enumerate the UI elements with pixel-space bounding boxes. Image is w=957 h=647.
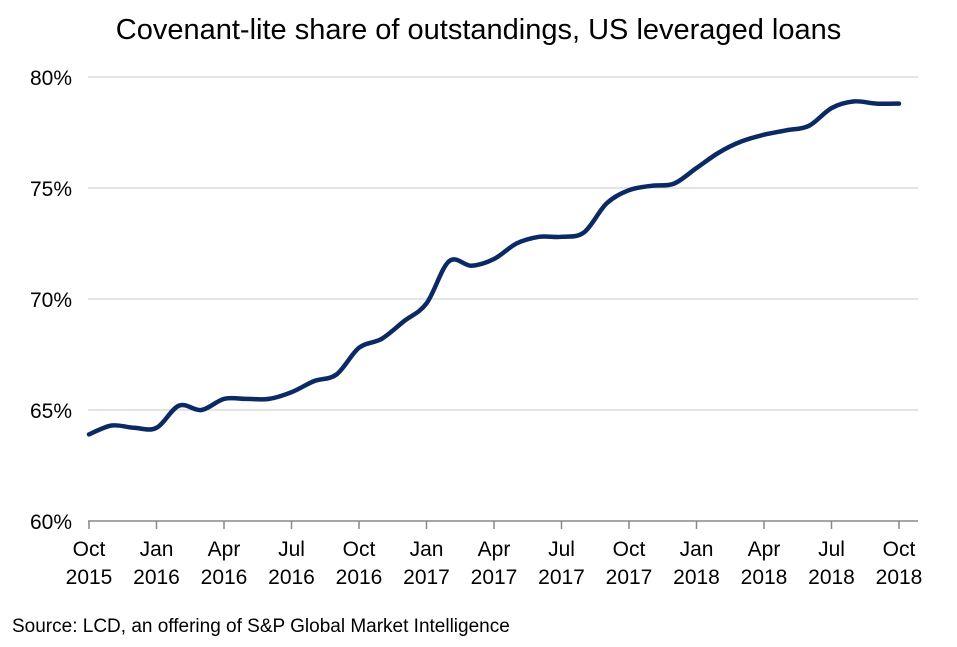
data-point [672,182,676,186]
data-point [177,404,181,408]
data-point [470,264,474,268]
data-point [515,242,519,246]
data-point [875,102,879,106]
x-tick-year: 2015 [66,566,113,589]
data-point [245,397,249,401]
data-point [830,106,834,110]
series-layer [86,99,902,437]
data-point [357,346,361,350]
data-point [132,426,136,430]
data-point [650,184,654,188]
x-tick-month: Oct [73,538,106,561]
x-tick-year: 2017 [471,566,518,589]
data-point [110,424,114,428]
data-point [447,259,451,263]
x-tick-year: 2018 [808,566,855,589]
data-point [335,373,339,377]
x-tick-year: 2016 [336,566,383,589]
data-point [492,257,496,261]
data-point [717,151,721,155]
x-tick-year: 2017 [403,566,450,589]
series-line [86,99,902,437]
data-point [155,426,159,430]
x-tick-year: 2018 [741,566,788,589]
data-point [807,124,811,128]
y-tick-label: 65% [30,400,72,423]
data-point [785,128,789,132]
y-tick-label: 75% [30,178,72,201]
x-tick-month: Jan [410,538,444,561]
source-note: Source: LCD, an offering of S&P Global M… [12,616,510,637]
gridlines [88,76,918,411]
data-point [560,235,564,239]
data-point [87,432,91,436]
x-tick-year: 2017 [538,566,585,589]
data-point [200,408,204,412]
x-tick-month: Jul [278,538,305,561]
chart-title: Covenant-lite share of outstandings, US … [115,14,842,46]
x-tick-month: Apr [748,538,781,561]
x-tick-year: 2018 [673,566,720,589]
x-tick-month: Apr [208,538,241,561]
x-tick-month: Jan [140,538,174,561]
data-point [380,337,384,341]
data-point [582,230,586,234]
x-tick-year: 2016 [201,566,248,589]
data-point [312,379,316,383]
x-tick-month: Oct [883,538,916,561]
x-tick-month: Jul [818,538,845,561]
x-tick-month: Oct [343,538,376,561]
data-point [605,202,609,206]
x-axis: Oct 2015 Jan 2016 Apr 2016 Jul 2016 Oct 2016 Jan 20… [66,520,923,589]
y-tick-label: 80% [30,67,72,90]
data-point [740,139,744,143]
x-tick-month: Jan [680,538,714,561]
data-point [425,301,429,305]
data-point [290,390,294,394]
x-tick-month: Jul [548,538,575,561]
x-tick-year: 2018 [876,566,923,589]
data-point [762,133,766,137]
x-tick-year: 2016 [133,566,180,589]
y-axis: 60% 65% 70% 75% 80% [30,67,72,534]
data-point [852,99,856,103]
data-point [267,397,271,401]
data-point [627,188,631,192]
y-tick-label: 60% [30,511,72,534]
x-tick-year: 2016 [268,566,315,589]
x-tick-month: Oct [613,538,646,561]
data-point [222,397,226,401]
y-tick-label: 70% [30,289,72,312]
data-point [537,235,541,239]
data-point [897,102,901,106]
data-point [402,319,406,323]
x-tick-year: 2017 [606,566,653,589]
x-tick-month: Apr [478,538,511,561]
data-point [695,166,699,170]
